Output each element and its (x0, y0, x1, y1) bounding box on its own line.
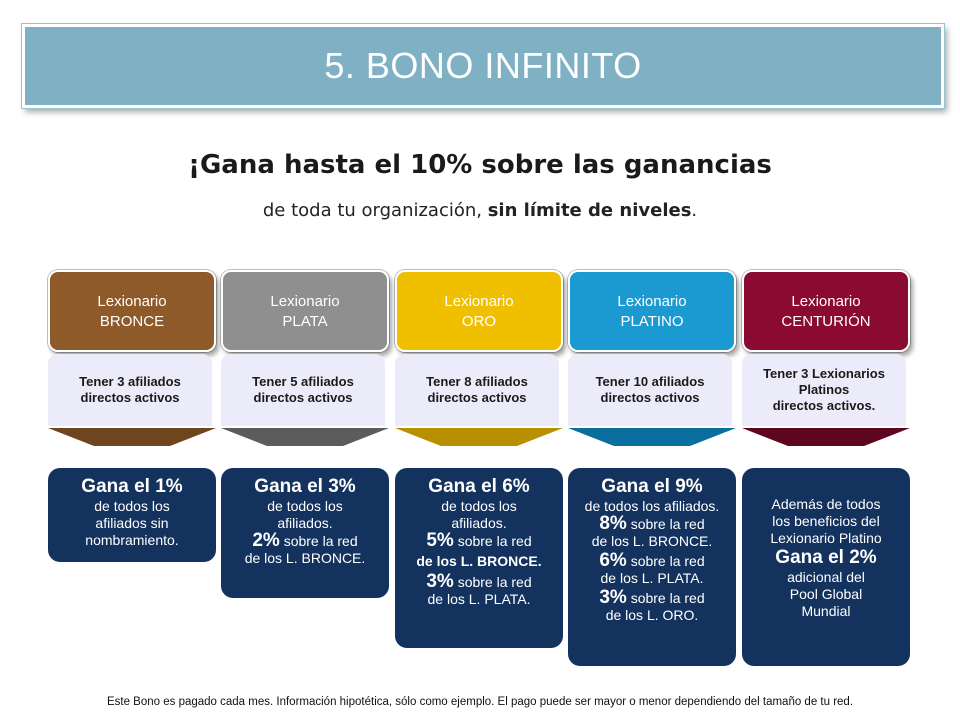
requirement-box: Tener 3 Lexionarios Platinos directos ac… (742, 354, 906, 426)
requirement-line: Tener 3 Lexionarios (763, 366, 885, 381)
earn-line: adicional del (787, 569, 865, 585)
level-button-oro[interactable]: Lexionario ORO (395, 270, 563, 352)
tier-text: sobre la red (453, 574, 532, 590)
tier-percent: 3% (426, 571, 454, 592)
earn-intro-line: Lexionario Platino (770, 530, 882, 546)
earn-tier: 5% sobre la red (395, 530, 563, 551)
tier-text: sobre la red (626, 590, 705, 606)
requirement-line: Platinos (798, 382, 850, 397)
earnings-box: Gana el 6% de todos los afiliados. 5% so… (395, 468, 563, 648)
headline: ¡Gana hasta el 10% sobre las ganancias (188, 150, 772, 180)
requirement-text: Tener 5 afiliados directos activos (252, 374, 354, 405)
level-button-bronce[interactable]: Lexionario BRONCE (48, 270, 216, 352)
requirement-text: Tener 3 afiliados directos activos (79, 374, 181, 405)
chevron-down-arrow (221, 428, 389, 446)
earn-line: nombramiento. (85, 532, 179, 548)
earn-line: Pool Global (789, 586, 863, 602)
requirement-line: directos activos. (772, 398, 876, 413)
earnings-box: Además de todos los beneficios del Lexio… (742, 468, 910, 666)
earn-line: afiliados. (277, 515, 333, 531)
title-banner: 5. BONO INFINITO (22, 24, 944, 108)
requirement-text: Tener 8 afiliados directos activos (426, 374, 528, 405)
tier-text: sobre la red (626, 516, 705, 532)
tier-sub: de los L. PLATA. (600, 570, 704, 586)
tier-sub: de los L. BRONCE. (416, 553, 542, 569)
earn-tier: 3% sobre la red (395, 571, 563, 592)
earn-title: Gana el 6% (428, 476, 530, 497)
requirement-text: Tener 10 afiliados directos activos (595, 374, 705, 405)
level-label-top: Lexionario (444, 293, 514, 310)
tier-percent: 5% (426, 530, 454, 551)
chevron-down-arrow (742, 428, 910, 446)
tier-text: sobre la red (626, 553, 705, 569)
requirement-box: Tener 10 afiliados directos activos (568, 354, 732, 426)
requirement-box: Tener 3 afiliados directos activos (48, 354, 212, 426)
arrow-shape (48, 428, 216, 446)
earn-title: Gana el 3% (254, 476, 356, 497)
earn-tier: 6% sobre la red (568, 550, 736, 571)
tier-sub: de los L. BRONCE. (591, 533, 713, 549)
page-title: 5. BONO INFINITO (324, 45, 642, 86)
level-button-plata[interactable]: Lexionario PLATA (221, 270, 389, 352)
tier-sub: de los L. PLATA. (427, 591, 531, 607)
arrow-shape (395, 428, 563, 446)
level-button-platino[interactable]: Lexionario PLATINO (568, 270, 736, 352)
earn-tier: 2% sobre la red (221, 530, 389, 551)
earnings-box: Gana el 1% de todos los afiliados sin no… (48, 468, 216, 562)
earn-tier: 3% sobre la red (568, 587, 736, 608)
level-label-top: Lexionario (97, 293, 167, 310)
tier-percent: 8% (599, 513, 627, 534)
level-label-top: Lexionario (791, 293, 861, 310)
earn-line: de todos los (267, 498, 343, 514)
tier-sub: de los L. ORO. (605, 607, 699, 623)
earn-title: Gana el 2% (775, 547, 877, 568)
earn-line: afiliados. (451, 515, 507, 531)
requirement-box: Tener 5 afiliados directos activos (221, 354, 385, 426)
earn-title: Gana el 9% (601, 476, 703, 497)
tier-sub: de los L. BRONCE. (244, 550, 366, 566)
level-label-top: Lexionario (270, 293, 340, 310)
requirement-box: Tener 8 afiliados directos activos (395, 354, 559, 426)
earn-title: Gana el 1% (81, 476, 183, 497)
earnings-box: Gana el 9% de todos los afiliados. 8% so… (568, 468, 736, 666)
subline: de toda tu organización, sin límite de n… (0, 200, 960, 221)
earn-tier: 8% sobre la red (568, 513, 736, 534)
tier-percent: 6% (599, 550, 627, 571)
subline-suffix: . (691, 200, 698, 221)
subline-bold: sin límite de niveles (487, 200, 692, 221)
level-label-bottom: BRONCE (99, 313, 165, 330)
arrow-shape (568, 428, 736, 446)
tier-percent: 3% (599, 587, 627, 608)
chevron-down-arrow (568, 428, 736, 446)
tier-percent: 2% (252, 530, 280, 551)
chevron-down-arrow (48, 428, 216, 446)
earn-line: Mundial (801, 603, 851, 619)
tier-text: sobre la red (453, 533, 532, 549)
level-button-centurion[interactable]: Lexionario CENTURIÓN (742, 270, 910, 352)
earnings-box: Gana el 3% de todos los afiliados. 2% so… (221, 468, 389, 598)
subline-prefix: de toda tu organización, (262, 200, 488, 221)
earn-intro-line: Además de todos (771, 496, 881, 512)
arrow-shape (742, 428, 910, 446)
earn-line: de todos los (441, 498, 517, 514)
level-label-bottom: ORO (461, 313, 497, 330)
arrow-shape (221, 428, 389, 446)
earn-intro-line: los beneficios del (772, 513, 880, 529)
level-label-top: Lexionario (617, 293, 687, 310)
level-label-bottom: CENTURIÓN (781, 313, 871, 330)
earn-line: de todos los afiliados. (584, 498, 720, 514)
level-label-bottom: PLATA (282, 313, 328, 330)
earn-line: afiliados sin (95, 515, 169, 531)
chevron-down-arrow (395, 428, 563, 446)
footer-note: Este Bono es pagado cada mes. Informació… (106, 696, 854, 708)
tier-text: sobre la red (279, 533, 358, 549)
level-label-bottom: PLATINO (620, 313, 684, 330)
earn-line: de todos los (94, 498, 170, 514)
